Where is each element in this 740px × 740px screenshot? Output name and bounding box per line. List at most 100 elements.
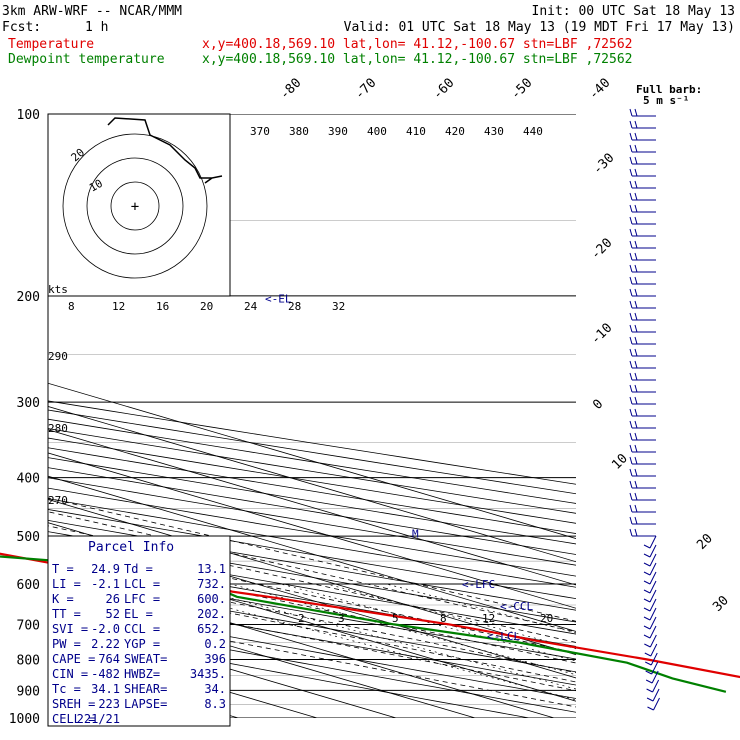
parcel-row-1-col-0: LI =	[52, 577, 81, 591]
speed-label-16: 16	[156, 300, 169, 313]
parcel-row-3-col-1: 52	[106, 607, 120, 621]
wind-barb	[643, 589, 657, 603]
dry-adiabat-label-280: 280	[48, 422, 68, 435]
wind-barb	[629, 408, 656, 417]
moist-adiabat-30	[48, 511, 576, 633]
parcel-row-3-col-2: EL =	[124, 607, 153, 621]
hodo-ring-2	[62, 133, 208, 279]
dry-adiabat-label-290: 290	[48, 350, 68, 363]
isotherm-label-11: 30	[710, 593, 732, 615]
wind-barb	[629, 300, 656, 309]
parcel-row-10-col-1: 221/21	[77, 712, 120, 726]
moist-adiabat-35	[48, 497, 576, 622]
parcel-row-9-col-1: 223	[98, 697, 120, 711]
pressure-label-500: 500	[17, 530, 40, 545]
wind-barb	[629, 468, 656, 477]
speed-label-12: 12	[112, 300, 125, 313]
parcel-row-6-col-0: CAPE =	[52, 652, 95, 666]
pressure-label-800: 800	[17, 653, 40, 668]
parcel-row-7-col-3: 3435.	[190, 667, 226, 681]
parcel-row-0-col-0: T =	[52, 562, 74, 576]
parcel-row-6-col-2: SWEAT=	[124, 652, 167, 666]
valid-time: Valid: 01 UTC Sat 18 May 13 (19 MDT Fri …	[344, 20, 735, 35]
wind-barb	[643, 598, 657, 612]
hodo-ring-label-10: 10	[87, 177, 105, 195]
wind-barb	[629, 108, 656, 117]
mixing-ratio-3	[177, 583, 576, 690]
mixing-ratio-label-12: 12	[482, 612, 495, 625]
moist-adiabat-0	[48, 588, 576, 692]
isotherm-label-10: 20	[694, 531, 716, 553]
dry-adiabat-370	[48, 487, 576, 577]
wind-barb	[629, 396, 656, 405]
theta-label-410: 410	[406, 125, 426, 138]
theta-label-420: 420	[445, 125, 465, 138]
parcel-row-8-col-3: 34.	[204, 682, 226, 696]
speed-label-8: 8	[68, 300, 75, 313]
wind-barb	[629, 168, 656, 177]
wind-barb	[629, 360, 656, 369]
isotherm-0	[48, 522, 576, 679]
pressure-label-600: 600	[17, 578, 40, 593]
parcel-row-1-col-3: 732.	[197, 577, 226, 591]
parcel-row-4-col-1: -2.0	[91, 622, 120, 636]
parcel-row-8-col-2: SHEAR=	[124, 682, 167, 696]
pressure-label-300: 300	[17, 396, 40, 411]
parcel-row-0-col-1: 24.9	[91, 562, 120, 576]
wind-barb	[629, 528, 656, 537]
hodo-ring-1	[86, 157, 184, 255]
pressure-label-100: 100	[17, 108, 40, 123]
wind-barb	[629, 504, 656, 513]
isotherm-50	[48, 406, 576, 563]
parcel-row-4-col-0: SVI =	[52, 622, 88, 636]
speed-label-20: 20	[200, 300, 213, 313]
wind-barb	[643, 553, 657, 567]
parcel-row-6-col-3: 396	[204, 652, 226, 666]
dry-adiabat-270	[48, 603, 576, 699]
hodo-unit-label: kts	[48, 283, 68, 296]
level-annotation-ccl: <-CCL	[500, 600, 533, 613]
wind-barb	[629, 324, 656, 333]
wind-barb	[643, 544, 657, 558]
isotherm-60	[48, 382, 576, 539]
wind-barb	[629, 252, 656, 261]
wind-barb	[629, 264, 656, 273]
parcel-row-4-col-3: 652.	[197, 622, 226, 636]
theta-label-400: 400	[367, 125, 387, 138]
parcel-row-1-col-1: -2.1	[91, 577, 120, 591]
mixing-ratio-label-5: 5	[392, 612, 399, 625]
wind-barb	[646, 679, 660, 693]
temperature-profile	[0, 552, 740, 679]
isotherm-label-4: -40	[586, 76, 613, 103]
speed-label-28: 28	[288, 300, 301, 313]
isotherm-label-2: -60	[430, 76, 457, 103]
pressure-label-200: 200	[17, 290, 40, 305]
pressure-label-900: 900	[17, 684, 40, 699]
dry-adiabat-260	[48, 616, 576, 713]
mixing-ratio-label-3: 3	[338, 612, 345, 625]
parcel-row-6-col-1: 764	[98, 652, 120, 666]
parcel-row-0-col-2: Td =	[124, 562, 153, 576]
dry-adiabat-340	[48, 519, 576, 611]
isotherm--90	[0, 114, 1, 718]
isotherm-label-0: -80	[277, 76, 304, 103]
wind-barb	[645, 652, 658, 666]
wind-barb	[645, 661, 659, 675]
wind-barb	[629, 432, 656, 441]
dry-adiabat-250	[48, 629, 530, 718]
theta-label-390: 390	[328, 125, 348, 138]
temperature-legend: Temperature	[8, 37, 94, 52]
mixing-ratio-12	[326, 583, 576, 650]
isotherm-label-3: -50	[508, 76, 535, 103]
parcel-row-4-col-2: CCL =	[124, 622, 160, 636]
fcst-hours: 1 h	[85, 20, 108, 35]
wind-barb	[629, 180, 656, 189]
barb-legend-unit: 5 m s⁻¹	[643, 94, 689, 107]
theta-label-380: 380	[289, 125, 309, 138]
isotherm-20	[48, 475, 576, 632]
wind-barb	[629, 336, 656, 345]
parcel-row-2-col-2: LFC =	[124, 592, 160, 606]
parcel-row-7-col-1: -482	[91, 667, 120, 681]
parcel-row-7-col-0: CIN =	[52, 667, 88, 681]
